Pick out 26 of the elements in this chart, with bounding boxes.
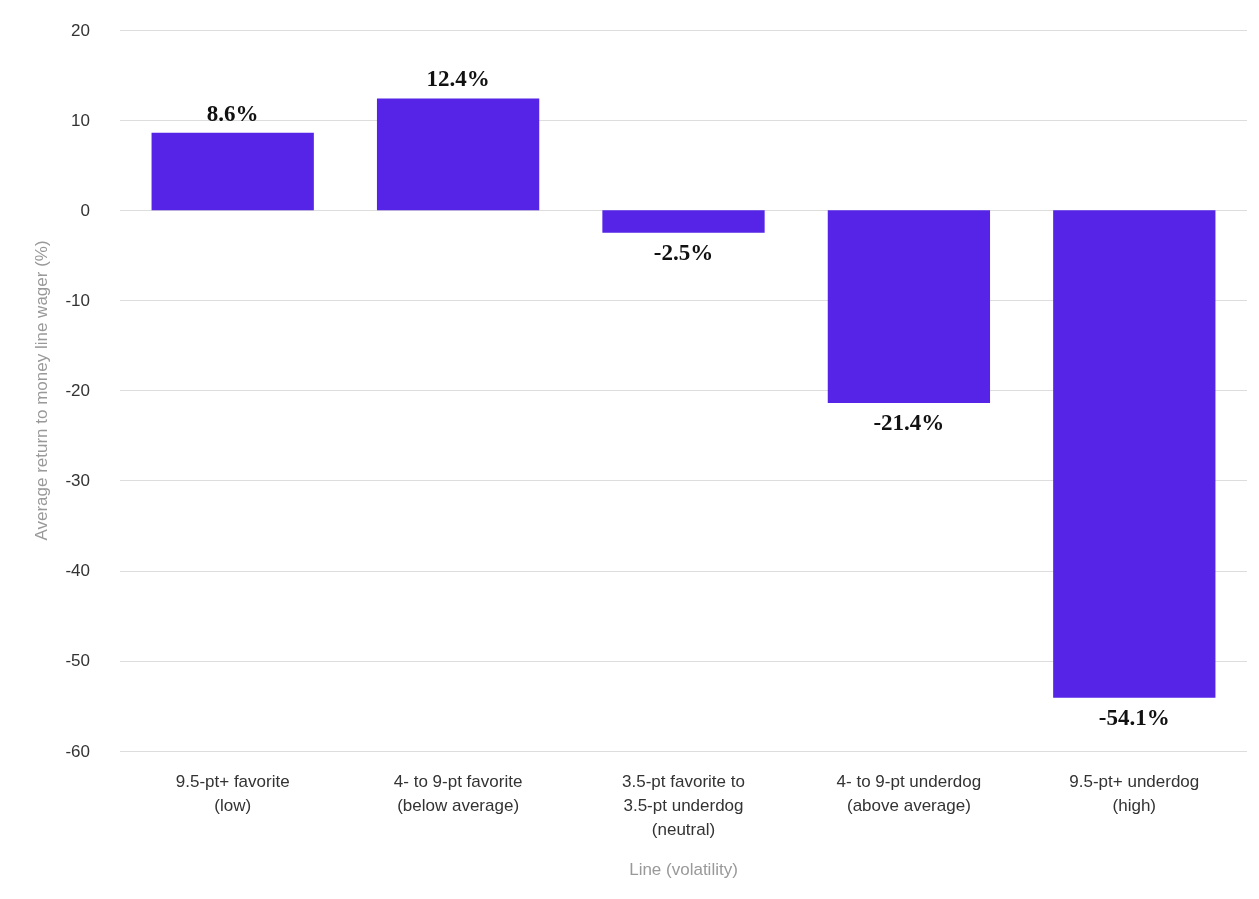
y-tick-label: -40 [65,561,90,581]
bar [602,210,765,233]
x-tick-label: 3.5-pt favorite to 3.5-pt underdog (neutral) [622,771,745,839]
data-label: -21.4% [873,410,945,436]
data-label: 8.6% [206,100,259,126]
x-tick-label: 9.5-pt+ favorite (low) [175,771,290,815]
data-label: 12.4% [426,66,490,92]
y-tick-label: -30 [65,471,90,491]
x-tick-label: 4- to 9-pt underdog (above average) [836,771,982,815]
y-tick-label: -20 [65,381,90,400]
y-tick-label: 20 [71,20,90,40]
x-tick-label: 9.5-pt+ underdog (high) [1069,771,1200,815]
data-label: -2.5% [653,239,714,265]
x-axis-title: Line (volatility) [629,860,738,879]
y-tick-label: 10 [71,110,90,130]
y-tick-label: 0 [80,200,90,220]
y-tick-label: -60 [65,741,90,761]
bar [151,132,314,211]
bar [1053,210,1216,698]
data-label: -54.1% [1098,704,1170,730]
bar [827,210,991,404]
bar [376,98,540,211]
x-tick-label: 4- to 9-pt favorite (below average) [393,771,523,815]
y-tick-label: -10 [65,290,90,310]
y-tick-label: -50 [65,651,90,671]
y-axis-title: Average return to money line wager (%) [32,240,51,541]
